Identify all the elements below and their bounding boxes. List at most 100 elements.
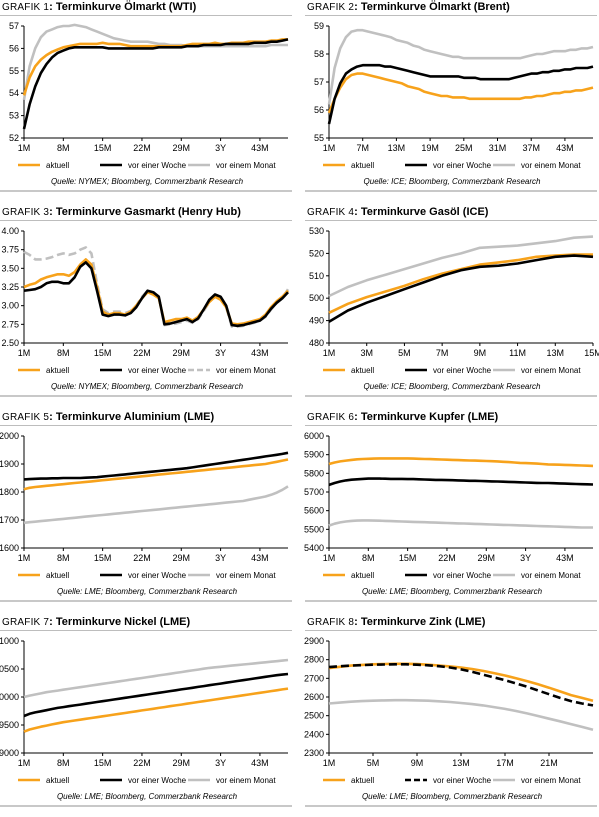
series-line-aktuell (328, 253, 593, 314)
x-tick-label: 21M (540, 758, 558, 768)
y-tick-label: 1800 (0, 487, 19, 497)
x-tick-label: 43M (251, 758, 269, 768)
x-tick-label: 3Y (215, 143, 226, 153)
x-tick-label: 13M (547, 348, 565, 358)
title-divider (305, 15, 597, 16)
chart-label-prefix: GRAFIK 4 (307, 207, 355, 218)
series-line-vor-einem-monat (23, 658, 289, 699)
legend-label: vor einer Woche (433, 776, 492, 785)
x-tick-label: 15M (94, 553, 112, 563)
chart-source: Quelle: NYMEX; Bloomberg, Commerzbank Re… (50, 177, 244, 186)
chart-label-prefix: GRAFIK 3 (2, 207, 50, 218)
x-tick-label: 9M (474, 348, 487, 358)
panel-bottom-divider (305, 600, 597, 602)
series-line-aktuell (23, 258, 289, 326)
chart-title-text: : Terminkurve Nickel (LME) (49, 616, 191, 628)
x-tick-label: 29M (478, 553, 496, 563)
legend-label: vor einer Woche (433, 366, 492, 375)
y-tick-label: 2900 (304, 636, 324, 646)
x-tick-label: 43M (556, 553, 574, 563)
chart-source: Quelle: LME; Bloomberg, Commerzbank Rese… (361, 792, 543, 801)
y-tick-label: 2700 (304, 673, 324, 683)
series-line-aktuell (23, 687, 289, 733)
series-line-vor-einer-woche (327, 63, 594, 125)
series-line-vor-einer-woche (23, 451, 289, 481)
legend-label: vor einer Woche (433, 161, 492, 170)
x-tick-label: 3Y (215, 553, 226, 563)
series-line-vor-einer-woche (22, 38, 289, 130)
x-tick-label: 15M (94, 348, 112, 358)
chart-svg: 55 56 57 58 59 1M 7M 13M 19M 25M 31M 37M 43M aktuell v… (314, 21, 594, 170)
panel-bottom-divider (305, 190, 597, 192)
chart-source: Quelle: ICE; Bloomberg, Commerzbank Rese… (363, 177, 541, 186)
series-line-vor-einem-monat (327, 28, 594, 105)
legend-label: vor einer Woche (128, 366, 187, 375)
y-tick-label: 6000 (304, 431, 324, 441)
x-tick-label: 22M (438, 553, 456, 563)
chart-title: GRAFIK 5: Terminkurve Aluminium (LME) (2, 411, 214, 423)
y-tick-label: 3.00 (1, 301, 19, 311)
x-tick-label: 13M (388, 143, 406, 153)
legend-label: vor einer Woche (433, 571, 492, 580)
legend-label: vor einer Woche (128, 161, 187, 170)
x-tick-label: 15M (94, 758, 112, 768)
x-tick-label: 25M (455, 143, 473, 153)
x-tick-label: 43M (556, 143, 574, 153)
y-tick-label: 52 (9, 133, 19, 143)
legend-label: aktuell (351, 571, 374, 580)
y-tick-label: 2.75 (1, 319, 19, 329)
y-tick-label: 9000 (0, 748, 19, 758)
chart-svg: 5400 5500 5600 5700 5800 5900 6000 1M 8M 15M 22M 29… (304, 431, 594, 580)
title-divider (305, 630, 597, 631)
chart-panel-1: GRAFIK 1: Terminkurve Ölmarkt (WTI) 52 53 5… (0, 0, 294, 202)
chart-title: GRAFIK 7: Terminkurve Nickel (LME) (2, 616, 190, 628)
x-tick-label: 1M (18, 553, 31, 563)
panel-bottom-divider (305, 805, 597, 807)
chart-title: GRAFIK 1: Terminkurve Ölmarkt (WTI) (2, 1, 196, 13)
y-tick-label: 2500 (304, 711, 324, 721)
y-tick-label: 1900 (0, 459, 19, 469)
series-line-vor-einer-woche (23, 261, 289, 328)
y-tick-label: 1700 (0, 515, 19, 525)
x-tick-label: 29M (173, 553, 191, 563)
x-tick-label: 15M (584, 348, 599, 358)
chart-source: Quelle: LME; Bloomberg, Commerzbank Rese… (56, 587, 238, 596)
chart-title: GRAFIK 6: Terminkurve Kupfer (LME) (307, 411, 498, 423)
x-tick-label: 43M (251, 553, 269, 563)
series-line-aktuell (328, 662, 594, 702)
legend-label: aktuell (351, 776, 374, 785)
chart-panel-8: GRAFIK 8: Terminkurve Zink (LME) 2300 2400… (304, 615, 599, 817)
legend-label: vor einem Monat (216, 366, 276, 375)
chart-title: GRAFIK 4: Terminkurve Gasöl (ICE) (307, 206, 488, 218)
legend-label: aktuell (46, 366, 69, 375)
y-tick-label: 490 (309, 316, 324, 326)
series-line-aktuell (23, 458, 289, 491)
y-tick-label: 56 (9, 43, 19, 53)
legend-label: aktuell (351, 366, 374, 375)
panel-bottom-divider (305, 395, 597, 397)
title-divider (0, 425, 292, 426)
chart-label-prefix: GRAFIK 2 (307, 2, 355, 13)
x-tick-label: 7M (356, 143, 369, 153)
chart-source: Quelle: NYMEX; Bloomberg, Commerzbank Re… (50, 382, 244, 391)
chart-title: GRAFIK 2: Terminkurve Ölmarkt (Brent) (307, 1, 510, 13)
panel-bottom-divider (0, 600, 292, 602)
x-tick-label: 15M (399, 553, 417, 563)
y-tick-label: 10500 (0, 664, 19, 674)
series-line-vor-einer-woche (328, 662, 594, 707)
panel-bottom-divider (0, 190, 292, 192)
legend-label: aktuell (46, 571, 69, 580)
chart-panel-7: GRAFIK 7: Terminkurve Nickel (LME) 9000 95… (0, 615, 294, 817)
chart-panel-6: GRAFIK 6: Terminkurve Kupfer (LME) 5400 55… (304, 410, 599, 612)
legend-label: aktuell (351, 161, 374, 170)
y-tick-label: 530 (309, 226, 324, 236)
y-tick-label: 11000 (0, 636, 19, 646)
y-tick-label: 500 (309, 293, 324, 303)
x-tick-label: 15M (94, 143, 112, 153)
x-tick-label: 22M (133, 143, 151, 153)
y-tick-label: 3.75 (1, 245, 19, 255)
chart-title: GRAFIK 3: Terminkurve Gasmarkt (Henry Hu… (2, 206, 241, 218)
chart-title-text: : Terminkurve Zink (LME) (354, 616, 486, 628)
y-tick-label: 55 (9, 66, 19, 76)
y-tick-label: 5800 (304, 468, 324, 478)
